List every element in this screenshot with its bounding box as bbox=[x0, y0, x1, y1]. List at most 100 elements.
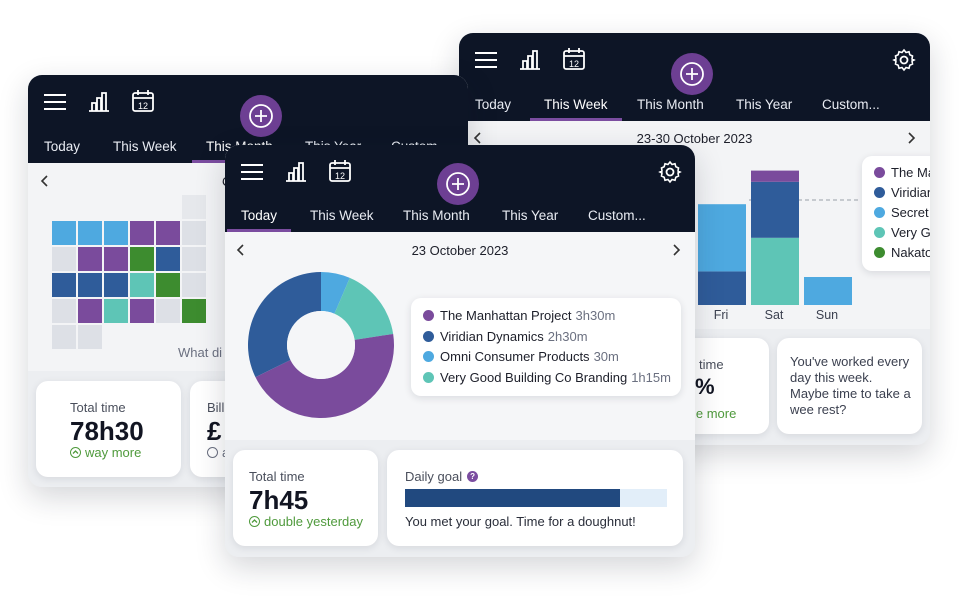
settings-icon[interactable] bbox=[657, 159, 683, 185]
calendar-day-cell[interactable] bbox=[52, 247, 76, 271]
chevron-right-icon[interactable] bbox=[669, 243, 683, 257]
billable-value: £ bbox=[207, 416, 222, 446]
daily-goal-progress-fill bbox=[405, 489, 620, 507]
add-entry-button[interactable] bbox=[437, 163, 479, 205]
calendar-icon[interactable]: 12 bbox=[327, 158, 353, 184]
calendar-day-cell[interactable] bbox=[182, 195, 206, 219]
calendar-day-cell[interactable] bbox=[52, 325, 76, 349]
legend-item: The Manhattan Project 3h30m bbox=[423, 308, 615, 323]
chevron-left-icon[interactable] bbox=[234, 243, 248, 257]
calendar-day-cell[interactable] bbox=[104, 221, 128, 245]
tab-this-week[interactable]: This Week bbox=[310, 208, 374, 223]
rest-message: You've worked every day this week. Maybe… bbox=[790, 354, 911, 417]
calendar-day-cell[interactable] bbox=[156, 273, 180, 297]
tab-custom[interactable]: Custom... bbox=[822, 97, 880, 112]
svg-text:12: 12 bbox=[335, 171, 345, 181]
calendar-day-cell[interactable] bbox=[130, 247, 154, 271]
weekly-bar-chart bbox=[698, 170, 859, 305]
calendar-day-cell[interactable] bbox=[52, 221, 76, 245]
card-label: time bbox=[699, 357, 724, 372]
legend-item: Very G bbox=[874, 225, 930, 240]
legend-dot bbox=[874, 247, 885, 258]
calendar-day-cell[interactable] bbox=[104, 273, 128, 297]
tab-today[interactable]: Today bbox=[226, 199, 292, 232]
calendar-day-cell[interactable] bbox=[156, 299, 180, 323]
bar-segment bbox=[751, 237, 799, 305]
project-donut-chart bbox=[248, 272, 394, 418]
legend-dot bbox=[874, 187, 885, 198]
legend-dot bbox=[874, 167, 885, 178]
tab-custom[interactable]: Custom... bbox=[588, 208, 646, 223]
arrow-up-circle-icon bbox=[70, 447, 81, 458]
tab-this-month[interactable]: This Month bbox=[637, 97, 704, 112]
calendar-day-cell[interactable] bbox=[104, 299, 128, 323]
tab-this-year[interactable]: This Year bbox=[736, 97, 793, 112]
add-entry-button[interactable] bbox=[240, 95, 282, 137]
total-time-card: Total time 78h30 way more bbox=[36, 381, 181, 477]
legend-item: Very Good Building Co Branding 1h15m bbox=[423, 370, 671, 385]
calendar-day-cell[interactable] bbox=[78, 247, 102, 271]
daily-goal-label: Daily goal? bbox=[405, 469, 479, 484]
date-range: 23-30 October 2023 bbox=[636, 130, 753, 146]
calendar-day-cell[interactable] bbox=[130, 299, 154, 323]
svg-text:12: 12 bbox=[569, 59, 579, 69]
calendar-day-cell[interactable] bbox=[104, 247, 128, 271]
calendar-day-cell[interactable] bbox=[52, 273, 76, 297]
calendar-day-cell[interactable] bbox=[52, 299, 76, 323]
calendar-day-cell[interactable] bbox=[182, 299, 206, 323]
calendar-day-cell[interactable] bbox=[78, 221, 102, 245]
billable-label: Bill bbox=[207, 400, 225, 415]
tab-today[interactable]: Today bbox=[475, 97, 512, 112]
calendar-day-cell[interactable] bbox=[130, 221, 154, 245]
current-date: 23 October 2023 bbox=[411, 242, 509, 258]
tab-this-month[interactable]: This Month bbox=[403, 208, 470, 223]
stats-icon[interactable] bbox=[517, 47, 543, 73]
calendar-day-cell[interactable] bbox=[182, 221, 206, 245]
nav-header: 12 Today This Week This Month This Year … bbox=[459, 33, 930, 121]
bar-segment bbox=[751, 181, 799, 238]
menu-icon[interactable] bbox=[42, 89, 68, 115]
help-icon[interactable]: ? bbox=[467, 471, 479, 482]
tab-this-week[interactable]: This Week bbox=[530, 88, 621, 121]
calendar-day-cell[interactable] bbox=[130, 273, 154, 297]
legend-dot bbox=[423, 331, 434, 342]
total-time-value: 7h45 bbox=[249, 485, 309, 515]
total-time-value: 78h30 bbox=[70, 416, 144, 446]
calendar-icon[interactable]: 12 bbox=[130, 88, 156, 114]
calendar-day-cell[interactable] bbox=[156, 221, 180, 245]
tab-this-year[interactable]: This Year bbox=[502, 208, 559, 223]
tab-today[interactable]: Today bbox=[44, 139, 81, 154]
daily-goal-progress-track bbox=[405, 489, 667, 507]
total-time-label: Total time bbox=[249, 469, 305, 484]
window-daily: 12 Today This Week This Month This Year … bbox=[225, 145, 695, 557]
chevron-left-icon[interactable] bbox=[38, 174, 52, 188]
calendar-day-cell[interactable] bbox=[78, 273, 102, 297]
settings-icon[interactable] bbox=[891, 47, 917, 73]
daily-goal-message: You met your goal. Time for a doughnut! bbox=[405, 514, 636, 529]
chevron-left-icon[interactable] bbox=[471, 131, 485, 145]
calendar-icon[interactable]: 12 bbox=[561, 46, 587, 72]
calendar-day-cell[interactable] bbox=[78, 299, 102, 323]
tab-this-week[interactable]: This Week bbox=[113, 139, 177, 154]
add-entry-button[interactable] bbox=[671, 53, 713, 95]
menu-icon[interactable] bbox=[239, 159, 265, 185]
legend-dot bbox=[423, 351, 434, 362]
day-label-sun: Sun bbox=[815, 308, 839, 322]
stats-icon[interactable] bbox=[283, 159, 309, 185]
calendar-day-cell[interactable] bbox=[182, 273, 206, 297]
legend-item: Viridian bbox=[874, 185, 930, 200]
calendar-day-cell[interactable] bbox=[156, 247, 180, 271]
calendar-day-cell[interactable] bbox=[182, 247, 206, 271]
calendar-day-cell[interactable] bbox=[78, 325, 102, 349]
date-navigator: 23-30 October 2023 bbox=[459, 127, 930, 149]
donut-hole bbox=[287, 311, 355, 379]
stats-icon[interactable] bbox=[86, 89, 112, 115]
arrow-circle-icon bbox=[207, 447, 218, 458]
calendar-caption: What di bbox=[178, 345, 223, 360]
total-time-delta: way more bbox=[70, 445, 141, 460]
menu-icon[interactable] bbox=[473, 47, 499, 73]
daily-goal-card: Daily goal? You met your goal. Time for … bbox=[387, 450, 683, 546]
chevron-right-icon[interactable] bbox=[904, 131, 918, 145]
bar-segment bbox=[751, 170, 799, 182]
bar-segment bbox=[698, 271, 746, 305]
